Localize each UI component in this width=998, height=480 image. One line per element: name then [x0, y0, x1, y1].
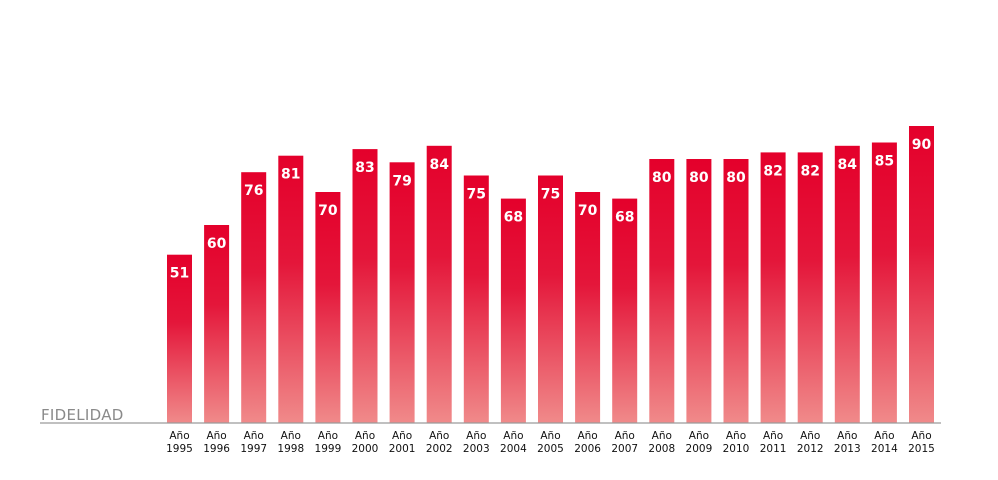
- tick-labels-layer: Año 1995 Año 1996 Año 1997 Año 1998 Año 1999 Año 20…: [166, 430, 935, 455]
- x-tick-label: Año 1999: [315, 430, 342, 455]
- bar-value-label: 79: [392, 173, 411, 189]
- x-tick-label: Año 1997: [240, 430, 267, 455]
- bar-1997: [241, 172, 267, 423]
- bar-2007: [612, 198, 638, 423]
- bar-2011: [760, 152, 786, 423]
- bar-value-label: 51: [170, 266, 189, 282]
- bar-value-label: 75: [541, 187, 560, 203]
- bar-2001: [389, 162, 415, 424]
- x-tick-label: Año 2012: [797, 430, 824, 455]
- bar-2015: [909, 126, 934, 423]
- bar-value-label: 70: [318, 203, 338, 219]
- bar-2009: [686, 159, 712, 423]
- bar-1998: [278, 155, 304, 423]
- x-tick-label: Año 2005: [537, 430, 564, 455]
- y-axis-label: FIDELIDAD: [41, 406, 124, 424]
- bar-value-label: 75: [467, 187, 486, 203]
- x-tick-label: Año 2014: [871, 430, 898, 455]
- x-tick-label: Año 2013: [834, 430, 861, 455]
- bar-2005: [538, 175, 563, 423]
- x-tick-label: Año 2003: [463, 430, 490, 455]
- x-tick-label: Año 2004: [500, 430, 527, 455]
- bar-2013: [834, 145, 860, 424]
- bar-value-label: 84: [838, 157, 858, 173]
- bar-value-label: 68: [504, 210, 523, 226]
- bar-value-label: 82: [763, 163, 782, 179]
- x-tick-label: Año 1998: [277, 430, 304, 455]
- bar-2000: [352, 149, 378, 423]
- value-labels-layer: 51 60 76 81 70 83 79 84 75 68 75 70 68 80 80 80 82 82 84 85…: [170, 137, 932, 282]
- bar-value-label: 80: [726, 170, 746, 186]
- x-tick-label: Año 2015: [908, 430, 935, 455]
- x-tick-label: Año 2010: [723, 430, 750, 455]
- bar-value-label: 83: [355, 160, 374, 176]
- bar-value-label: 70: [578, 203, 598, 219]
- bar-value-label: 80: [652, 170, 672, 186]
- bar-value-label: 60: [207, 236, 227, 252]
- bar-1995: [167, 254, 192, 423]
- bar-2006: [575, 192, 601, 423]
- bar-value-label: 84: [429, 157, 449, 173]
- bar-2012: [797, 152, 823, 423]
- bar-2014: [871, 142, 897, 423]
- bar-2004: [500, 198, 526, 423]
- bars-layer: [167, 126, 934, 424]
- x-tick-label: Año 2011: [760, 430, 787, 455]
- bar-2003: [463, 175, 489, 423]
- bar-2008: [649, 159, 675, 423]
- bar-value-label: 68: [615, 210, 634, 226]
- bar-1999: [315, 192, 341, 423]
- bar-value-label: 82: [800, 163, 819, 179]
- x-tick-label: Año 2006: [574, 430, 601, 455]
- bar-value-label: 81: [281, 167, 300, 183]
- x-tick-label: Año 2001: [389, 430, 416, 455]
- bar-value-label: 90: [912, 137, 932, 153]
- bar-value-label: 76: [244, 183, 263, 199]
- x-tick-label: Año 2002: [426, 430, 453, 455]
- x-tick-label: Año 2008: [648, 430, 675, 455]
- x-tick-label: Año 2007: [611, 430, 638, 455]
- x-tick-label: Año 1995: [166, 430, 193, 455]
- bar-2002: [426, 145, 452, 424]
- x-tick-label: Año 2009: [686, 430, 713, 455]
- bar-value-label: 80: [689, 170, 709, 186]
- bar-2010: [723, 159, 749, 423]
- x-tick-label: Año 1996: [203, 430, 230, 455]
- x-tick-label: Año 2000: [352, 430, 379, 455]
- bar-1996: [204, 225, 230, 423]
- bar-value-label: 85: [875, 154, 894, 170]
